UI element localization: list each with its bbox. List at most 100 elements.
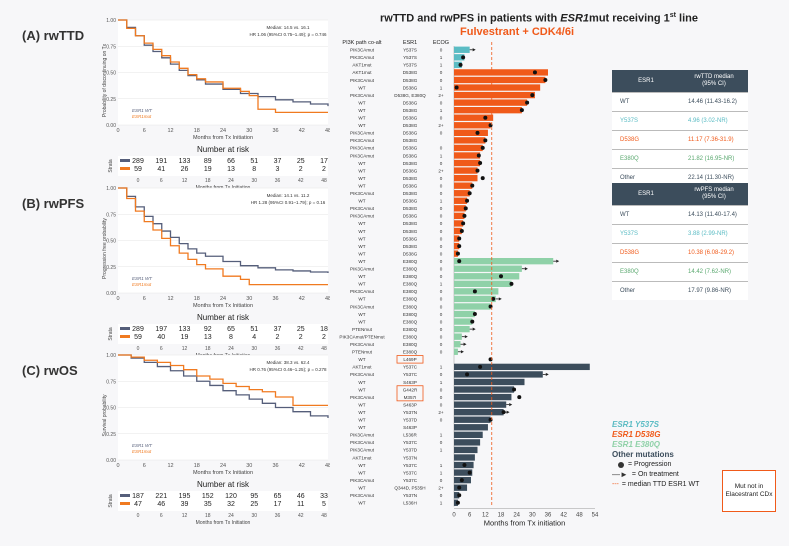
km-stats-median: Median: 14.5 vs. 16.1 xyxy=(266,25,310,30)
km-ytick-label: 1.00 xyxy=(106,353,116,359)
swimmer-bar xyxy=(454,310,475,318)
ttd-table-cell-median: 11.17 (7.36-31.9) xyxy=(688,137,734,143)
row-ecog: 2+ xyxy=(438,485,444,490)
row-coalt: AKT1mut xyxy=(352,70,372,75)
risk-wt-value: 133 xyxy=(179,326,191,333)
col-header-esr1: ESR1 xyxy=(403,40,417,46)
km-xtick-label: 6 xyxy=(143,296,146,302)
col-header-pi3k: PI3K path co-alt xyxy=(342,40,382,46)
risk-table-bg xyxy=(118,156,328,176)
swimmer-bar xyxy=(454,363,590,371)
swimmer-bar xyxy=(454,122,491,129)
km-xtick-label: 6 xyxy=(143,463,146,469)
progression-dot xyxy=(483,138,488,143)
ttd-table-header: ESR1 rwTTD median (95% CI) xyxy=(612,70,748,92)
on-treatment-arrow xyxy=(509,403,513,407)
km-ytick-label: 0.25 xyxy=(106,432,116,438)
on-treatment-arrow xyxy=(506,410,510,414)
ttd-table-cell-esr1: D538G xyxy=(620,137,640,143)
row-ecog: 0 xyxy=(440,206,443,211)
row-coalt: WT xyxy=(358,251,365,256)
risk-mut-value: 40 xyxy=(157,334,165,341)
row-ecog: 2+ xyxy=(438,93,444,98)
swimmer-bar xyxy=(454,416,491,423)
swimmer-row: PIK3CAmut Y537N 0 xyxy=(350,492,462,499)
swimmer-bar xyxy=(454,174,478,182)
risk-xtick-label: 18 xyxy=(205,513,211,519)
ttd-col-median-b: (95% CI) xyxy=(702,81,726,87)
km-ytick-label: 0.00 xyxy=(106,291,116,297)
km-xtick-label: 0 xyxy=(116,463,119,469)
on-treatment-arrow xyxy=(524,267,528,271)
legend-y537s: ESR1 Y537S xyxy=(612,420,659,429)
row-coalt: PIK3CAmut xyxy=(350,206,375,211)
swimmer-bar xyxy=(454,182,473,189)
progression-dot xyxy=(470,319,475,324)
swimmer-bar xyxy=(454,273,520,280)
row-esr1: Y537N xyxy=(403,493,417,498)
progression-dot xyxy=(543,77,548,82)
row-ecog: 0 xyxy=(440,304,443,309)
row-coalt: PIK3CAmut xyxy=(350,267,375,272)
progression-dot xyxy=(532,70,537,75)
risk-mut-value: 3 xyxy=(276,166,280,173)
risk-mut-value: 2 xyxy=(276,334,280,341)
row-coalt: PIK3CAmut xyxy=(350,138,375,143)
risk-xtick-label: 24 xyxy=(228,346,234,352)
row-esr1: Q344D, P535H xyxy=(394,485,425,490)
km-ytick-label: 0.50 xyxy=(106,406,116,412)
progression-dot xyxy=(476,153,481,158)
row-coalt: PTENmut xyxy=(352,350,373,355)
swimmer-row: WT Y537C 1 xyxy=(358,461,474,469)
row-ecog: 1 xyxy=(440,470,443,475)
km-ytick-label: 0.00 xyxy=(106,123,116,129)
panel-c-label: (C) rwOS xyxy=(22,363,78,378)
swimmer-bar xyxy=(454,469,473,476)
km-xtick-label: 42 xyxy=(299,463,305,469)
swimmer-row: PIK3CAmut D538G 0 xyxy=(350,190,472,197)
swimmer-bar xyxy=(454,325,470,333)
progression-dot xyxy=(462,213,467,218)
ttd-table-cell-esr1: Other xyxy=(620,175,636,181)
progression-dot xyxy=(461,221,466,226)
progression-dot xyxy=(459,478,464,483)
swimmer-xtick-label: 36 xyxy=(545,513,552,519)
swimmer-xtick-label: 30 xyxy=(529,513,536,519)
km-xtick-label: 36 xyxy=(272,463,278,469)
pfs-col-esr1: ESR1 xyxy=(638,190,654,197)
km-legend-mut: ESR1mut xyxy=(132,282,152,287)
km-xtick-label: 24 xyxy=(220,128,226,134)
progression-dot xyxy=(461,55,466,60)
row-esr1: D538G xyxy=(403,146,418,151)
swimmer-row: PIK3CAmut E380Q 0 xyxy=(350,265,528,272)
swimmer-row: WT D538G 0 xyxy=(358,159,483,167)
row-esr1: E380Q xyxy=(403,304,418,309)
ttd-table-cell-median: 4.96 (3.02-NR) xyxy=(688,118,728,124)
legend: ESR1 Y537S ESR1 D538G ESR1 E380Q Other m… xyxy=(612,420,699,490)
swimmer-row: PIK3CAmut Y537S 0 xyxy=(350,46,476,53)
km-stats-median: Median: 14.1 vs. 11.2 xyxy=(267,193,310,198)
risk-wt-value: 191 xyxy=(155,158,167,165)
row-coalt: WT xyxy=(358,161,365,166)
risk-wt-value: 95 xyxy=(250,493,258,500)
progression-dot xyxy=(457,244,462,249)
km-ytick-label: 0.75 xyxy=(106,44,116,50)
risk-xtick-label: 18 xyxy=(205,178,211,184)
swimmer-row: PIK3CAmut D538G 0 xyxy=(350,76,548,84)
progression-dot xyxy=(519,108,524,113)
progression-dot xyxy=(454,85,459,90)
progression-dot xyxy=(455,251,460,256)
risk-mut-value: 19 xyxy=(204,166,212,173)
swimmer-row: PIK3CAmut D538G xyxy=(350,137,488,144)
km-legend-mut: ESR1mut xyxy=(132,449,152,454)
legend-e380q: ESR1 E380Q xyxy=(612,440,661,449)
swimmer-row: WT D538G 0 xyxy=(358,250,460,257)
swimmer-bar xyxy=(454,190,470,197)
legend-median: = median TTD ESR1 WT xyxy=(621,481,700,488)
ttd-col-esr1: ESR1 xyxy=(638,77,654,84)
km-ytick-label: 0.00 xyxy=(106,458,116,464)
row-coalt: WT xyxy=(358,501,365,506)
risk-wt-value: 51 xyxy=(250,326,258,333)
risk-wt-value: 33 xyxy=(320,493,328,500)
legend-progression: = Progression xyxy=(628,461,672,468)
